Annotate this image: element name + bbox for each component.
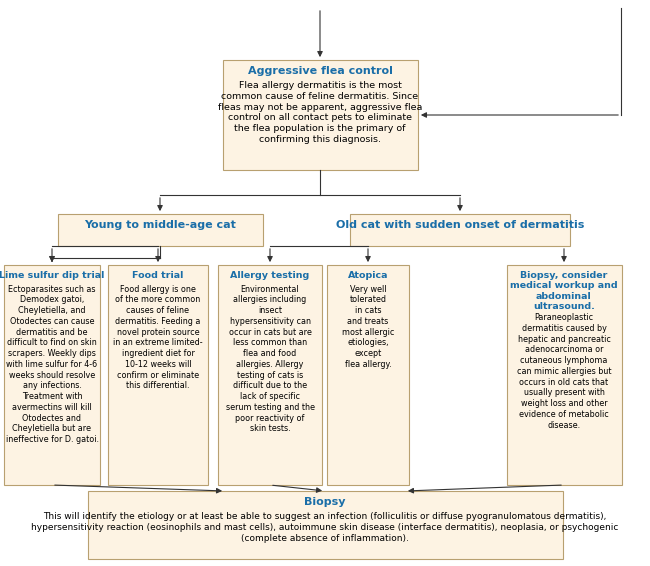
Text: Lime sulfur dip trial: Lime sulfur dip trial xyxy=(0,271,105,280)
Text: Very well
tolerated
in cats
and treats
most allergic
etiologies,
except
flea all: Very well tolerated in cats and treats m… xyxy=(342,285,394,369)
FancyBboxPatch shape xyxy=(222,60,417,170)
FancyBboxPatch shape xyxy=(506,265,621,485)
FancyBboxPatch shape xyxy=(88,491,562,559)
Text: Environmental
allergies including
insect
hypersensitivity can
occur in cats but : Environmental allergies including insect… xyxy=(226,285,315,433)
Text: Flea allergy dermatitis is the most
common cause of feline dermatitis. Since
fle: Flea allergy dermatitis is the most comm… xyxy=(218,81,422,144)
Text: Food allergy is one
of the more common
causes of feline
dermatitis. Feeding a
no: Food allergy is one of the more common c… xyxy=(113,285,203,391)
FancyBboxPatch shape xyxy=(57,214,263,246)
Text: Food trial: Food trial xyxy=(133,271,184,280)
FancyBboxPatch shape xyxy=(4,265,100,485)
FancyBboxPatch shape xyxy=(327,265,409,485)
Text: Young to middle-age cat: Young to middle-age cat xyxy=(84,220,236,230)
FancyBboxPatch shape xyxy=(350,214,570,246)
FancyBboxPatch shape xyxy=(218,265,322,485)
Text: Paraneoplastic
dermatitis caused by
hepatic and pancreatic
adenocarcinoma or
cut: Paraneoplastic dermatitis caused by hepa… xyxy=(517,313,611,430)
Text: Aggressive flea control: Aggressive flea control xyxy=(248,66,393,76)
Text: This will identify the etiology or at least be able to suggest an infection (fol: This will identify the etiology or at le… xyxy=(31,512,619,543)
Text: Ectoparasites such as
Demodex gatoi,
Cheyletiella, and
Otodectes can cause
derma: Ectoparasites such as Demodex gatoi, Che… xyxy=(5,285,99,444)
Text: Biopsy, consider
medical workup and
abdominal
ultrasound.: Biopsy, consider medical workup and abdo… xyxy=(510,271,618,311)
Text: Atopica: Atopica xyxy=(348,271,388,280)
FancyBboxPatch shape xyxy=(108,265,208,485)
Text: Old cat with sudden onset of dermatitis: Old cat with sudden onset of dermatitis xyxy=(336,220,584,230)
Text: Biopsy: Biopsy xyxy=(304,497,346,507)
Text: Allergy testing: Allergy testing xyxy=(230,271,309,280)
